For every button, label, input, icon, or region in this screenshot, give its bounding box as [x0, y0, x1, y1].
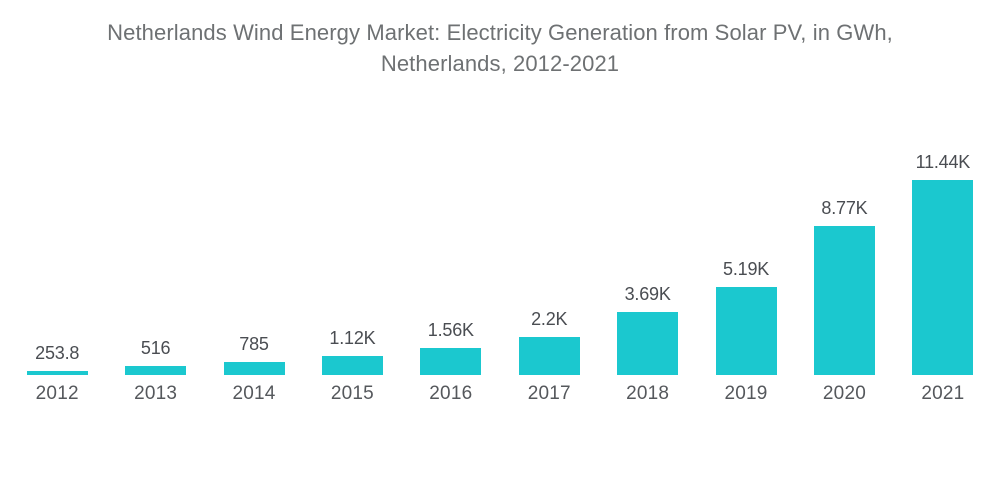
bar-value-label: 1.56K: [427, 320, 474, 340]
bar-plot-area: 253.8 516 785 1.12K 1.56K 2.2K 3.69K 5.19K 8.77K…: [8, 122, 992, 375]
x-axis-tick-label: 2019: [724, 383, 768, 404]
bar-group: 1.56K: [402, 122, 500, 375]
x-axis-tick-label: 2013: [134, 383, 178, 404]
chart-title-line-2: Netherlands, 2012-2021: [380, 51, 620, 77]
x-axis-tick-label: 2016: [429, 383, 473, 404]
x-axis-tick-label: 2015: [330, 383, 374, 404]
bar-value-label: 253.8: [35, 343, 80, 363]
chart-title: Netherlands Wind Energy Market: Electric…: [0, 0, 1000, 79]
bar-group: 516: [106, 122, 204, 375]
x-axis-tick-label: 2020: [822, 383, 866, 404]
bar: [125, 366, 187, 375]
bar: [518, 337, 580, 375]
x-axis-tick-label: 2018: [626, 383, 670, 404]
x-axis-tick-label: 2012: [35, 383, 79, 404]
bar: [715, 287, 777, 375]
bar-value-label: 3.69K: [624, 284, 671, 304]
bar-value-label: 785: [239, 334, 269, 354]
bar-group: 785: [205, 122, 303, 375]
x-axis-tick-label: 2014: [232, 383, 276, 404]
bar-group: 11.44K: [894, 122, 992, 375]
x-axis-tick-label: 2021: [921, 383, 965, 404]
bar-value-label: 11.44K: [915, 152, 971, 172]
bar-value-label: 516: [140, 338, 171, 358]
bar-value-label: 2.2K: [531, 309, 568, 329]
x-axis-tick-label: 2017: [527, 383, 571, 404]
bar: [912, 180, 974, 375]
bar: [321, 356, 383, 375]
bar-group: 2.2K: [500, 122, 598, 375]
bar-value-label: 1.12K: [329, 328, 376, 348]
bar: [813, 226, 875, 375]
chart-title-line-1: Netherlands Wind Energy Market: Electric…: [107, 20, 893, 45]
bar-group: 3.69K: [598, 122, 696, 375]
x-axis-labels: 2012 2013 2014 2015 2016 2017 2018 2019 2020 2021: [8, 383, 992, 405]
bar: [420, 348, 482, 375]
bar-group: 8.77K: [795, 122, 893, 375]
bar: [26, 371, 88, 375]
bar-group: 253.8: [8, 122, 106, 375]
bar: [223, 362, 285, 375]
bar-value-label: 8.77K: [821, 198, 868, 218]
bar-group: 5.19K: [697, 122, 795, 375]
bar: [617, 312, 679, 375]
bar-group: 1.12K: [303, 122, 401, 375]
bar-value-label: 5.19K: [723, 259, 770, 279]
